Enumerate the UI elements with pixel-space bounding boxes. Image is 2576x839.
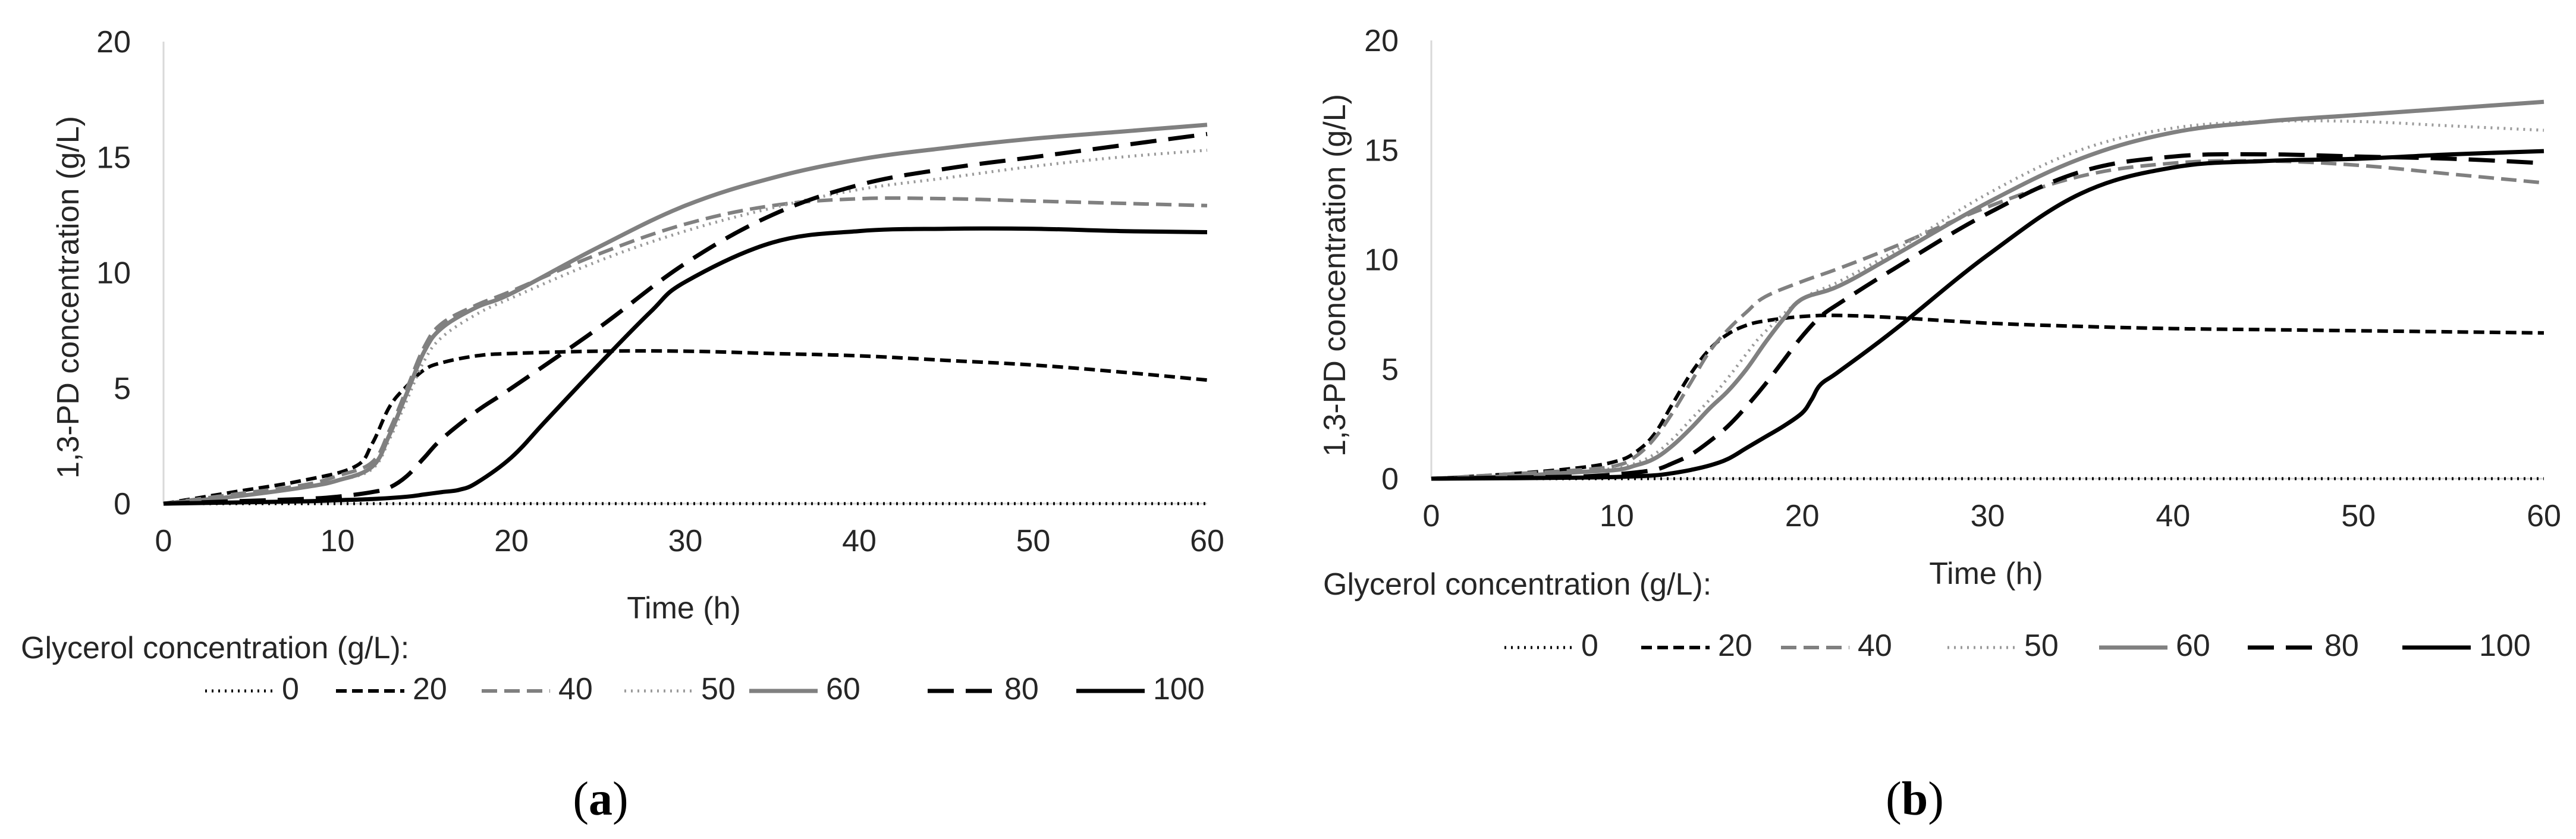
legend-label-100-b: 100 bbox=[2479, 629, 2531, 663]
legend-label-0-b: 0 bbox=[1581, 629, 1598, 663]
y-tick-label-a: 10 bbox=[96, 256, 131, 291]
panel-caption-a: (a) bbox=[573, 773, 628, 825]
legend-label-60-b: 60 bbox=[2176, 629, 2210, 663]
series-line-50-b bbox=[1431, 119, 2544, 480]
x-tick-label-b: 30 bbox=[1971, 499, 2005, 533]
x-tick-label-b: 0 bbox=[1423, 499, 1440, 533]
caption-letter-b: b bbox=[1902, 773, 1928, 825]
y-tick-label-b: 0 bbox=[1381, 462, 1399, 497]
series-line-20-b bbox=[1431, 313, 2544, 480]
legend-label-80-a: 80 bbox=[1004, 672, 1039, 706]
x-tick-label-b: 60 bbox=[2527, 499, 2561, 533]
legend-title-b: Glycerol concentration (g/L): bbox=[1323, 567, 1711, 602]
x-tick-label-a: 40 bbox=[842, 524, 877, 558]
y-tick-label-a: 20 bbox=[96, 25, 131, 59]
legend-label-40-b: 40 bbox=[1858, 629, 1892, 663]
series-line-100-b bbox=[1431, 149, 2544, 481]
legend-title-a: Glycerol concentration (g/L): bbox=[21, 631, 409, 665]
caption-open-paren: ( bbox=[573, 773, 589, 825]
legend-label-100-a: 100 bbox=[1153, 672, 1205, 706]
y-tick-label-b: 10 bbox=[1364, 243, 1399, 278]
x-tick-label-b: 50 bbox=[2341, 499, 2376, 533]
panel-caption-b: (b) bbox=[1886, 773, 1944, 825]
y-tick-label-a: 0 bbox=[114, 487, 131, 521]
legend-label-60-a: 60 bbox=[826, 672, 860, 706]
caption-close-paren: ) bbox=[612, 773, 629, 825]
series-line-80-a bbox=[163, 131, 1208, 506]
y-axis-title-a: 1,3-PD concentration (g/L) bbox=[51, 116, 86, 479]
y-tick-label-b: 15 bbox=[1364, 133, 1399, 168]
x-tick-label-a: 60 bbox=[1190, 524, 1224, 558]
legend-label-40-a: 40 bbox=[558, 672, 593, 706]
series-line-100-a bbox=[163, 226, 1208, 506]
legend-label-20-a: 20 bbox=[413, 672, 447, 706]
x-tick-label-a: 20 bbox=[494, 524, 529, 558]
chart-panel-a: 1,3-PD concentration (g/L) Time (h) Glyc… bbox=[21, 25, 1224, 825]
legend-label-0-a: 0 bbox=[282, 672, 299, 706]
x-tick-label-a: 0 bbox=[155, 524, 172, 558]
series-line-80-b bbox=[1431, 152, 2544, 481]
chart-panel-b: 1,3-PD concentration (g/L) Time (h) Glyc… bbox=[1318, 24, 2561, 825]
y-tick-label-a: 15 bbox=[96, 140, 131, 175]
x-tick-label-b: 20 bbox=[1785, 499, 1820, 533]
series-line-40-b bbox=[1431, 159, 2544, 480]
y-axis-title-b: 1,3-PD concentration (g/L) bbox=[1318, 94, 1352, 457]
caption-letter-a: a bbox=[589, 773, 612, 825]
series-line-60-a bbox=[163, 122, 1208, 506]
x-tick-label-a: 10 bbox=[321, 524, 355, 558]
legend-label-50-a: 50 bbox=[701, 672, 736, 706]
series-line-60-b bbox=[1431, 99, 2544, 481]
y-tick-label-b: 5 bbox=[1381, 353, 1399, 387]
series-line-20-a bbox=[163, 349, 1208, 505]
caption-open-paren: ( bbox=[1886, 773, 1902, 825]
y-tick-label-b: 20 bbox=[1364, 24, 1399, 58]
legend-label-80-b: 80 bbox=[2324, 629, 2359, 663]
x-tick-label-b: 40 bbox=[2156, 499, 2190, 533]
x-tick-label-a: 50 bbox=[1016, 524, 1051, 558]
x-tick-label-b: 10 bbox=[1600, 499, 1634, 533]
x-axis-title-a: Time (h) bbox=[627, 591, 741, 626]
x-tick-label-a: 30 bbox=[668, 524, 703, 558]
x-axis-title-b: Time (h) bbox=[1929, 557, 2043, 591]
legend-label-50-b: 50 bbox=[2024, 629, 2059, 663]
legend-label-20-b: 20 bbox=[1718, 629, 1752, 663]
y-tick-label-a: 5 bbox=[114, 372, 131, 406]
caption-close-paren: ) bbox=[1928, 773, 1944, 825]
